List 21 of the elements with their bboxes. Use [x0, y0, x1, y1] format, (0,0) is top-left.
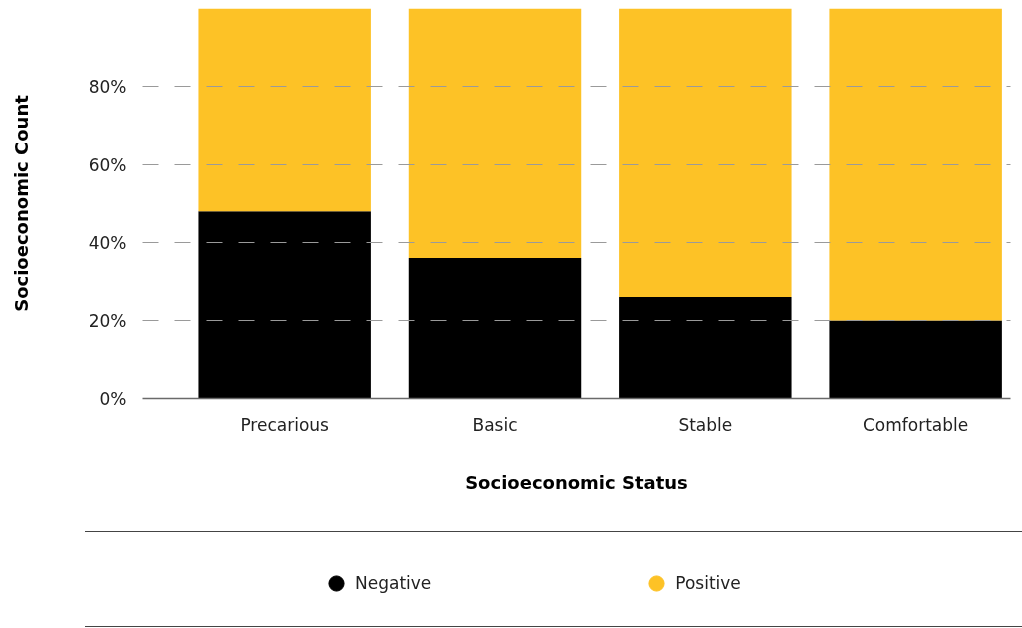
x-tick-label: Basic	[472, 414, 518, 435]
x-tick-label: Comfortable	[863, 414, 969, 435]
bar	[408, 258, 582, 399]
bar	[619, 8, 792, 298]
y-tick-label: 20%	[88, 310, 127, 331]
x-tick-label: Precarious	[240, 414, 330, 435]
bar	[619, 297, 792, 399]
bar	[198, 211, 371, 399]
y-tick-label: 40%	[88, 232, 127, 253]
bar	[829, 8, 1002, 321]
bar	[408, 8, 582, 259]
y-axis-title: Socioeconomic Count	[10, 94, 32, 312]
x-axis-title: Socioeconomic Status	[465, 471, 688, 493]
y-tick-label: 60%	[88, 154, 127, 175]
bar	[829, 320, 1002, 399]
bar	[198, 8, 371, 212]
y-tick-label: 80%	[88, 76, 127, 97]
x-tick-label: Stable	[678, 414, 733, 435]
legend-label: Positive	[675, 573, 741, 593]
y-tick-label: 0%	[99, 388, 127, 409]
legend-label: Negative	[355, 573, 432, 593]
